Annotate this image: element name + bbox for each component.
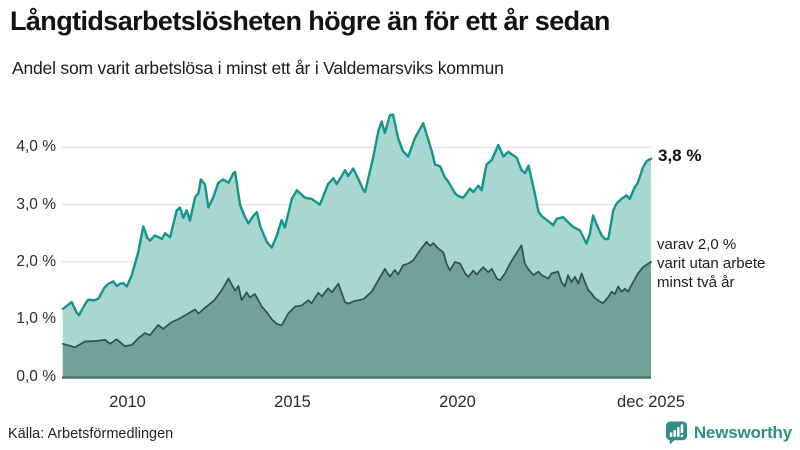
- y-axis-tick-label: 1,0 %: [16, 310, 56, 328]
- annotation-line-3: minst två år: [657, 273, 735, 291]
- page-title: Långtidsarbetslösheten högre än för ett …: [10, 6, 610, 36]
- x-axis-tick-label: 2015: [274, 393, 311, 411]
- x-axis-tick-label: dec 2025: [617, 393, 685, 411]
- x-axis-tick-label: 2020: [439, 393, 476, 411]
- newsworthy-logo[interactable]: Newsworthy: [665, 421, 792, 445]
- y-axis-tick-label: 2,0 %: [16, 252, 56, 270]
- annotation-line-2: varit utan arbete: [657, 254, 766, 272]
- y-axis-tick-label: 0,0 %: [16, 367, 56, 385]
- x-axis-tick-label: 2010: [109, 393, 146, 411]
- annotation-line-1: varav 2,0 %: [657, 236, 737, 253]
- brand-name: Newsworthy: [693, 423, 792, 442]
- page-subtitle: Andel som varit arbetslösa i minst ett å…: [12, 58, 504, 78]
- inner-series-annotation: varav 2,0 % varit utan arbete minst två …: [657, 236, 765, 292]
- y-axis-tick-label: 3,0 %: [16, 195, 56, 213]
- series-end-value-label: 3,8 %: [658, 146, 702, 165]
- y-axis-tick-label: 4,0 %: [16, 138, 56, 156]
- source-text: Källa: Arbetsförmedlingen: [8, 426, 174, 442]
- bar-chart-bubble-icon: [665, 421, 687, 445]
